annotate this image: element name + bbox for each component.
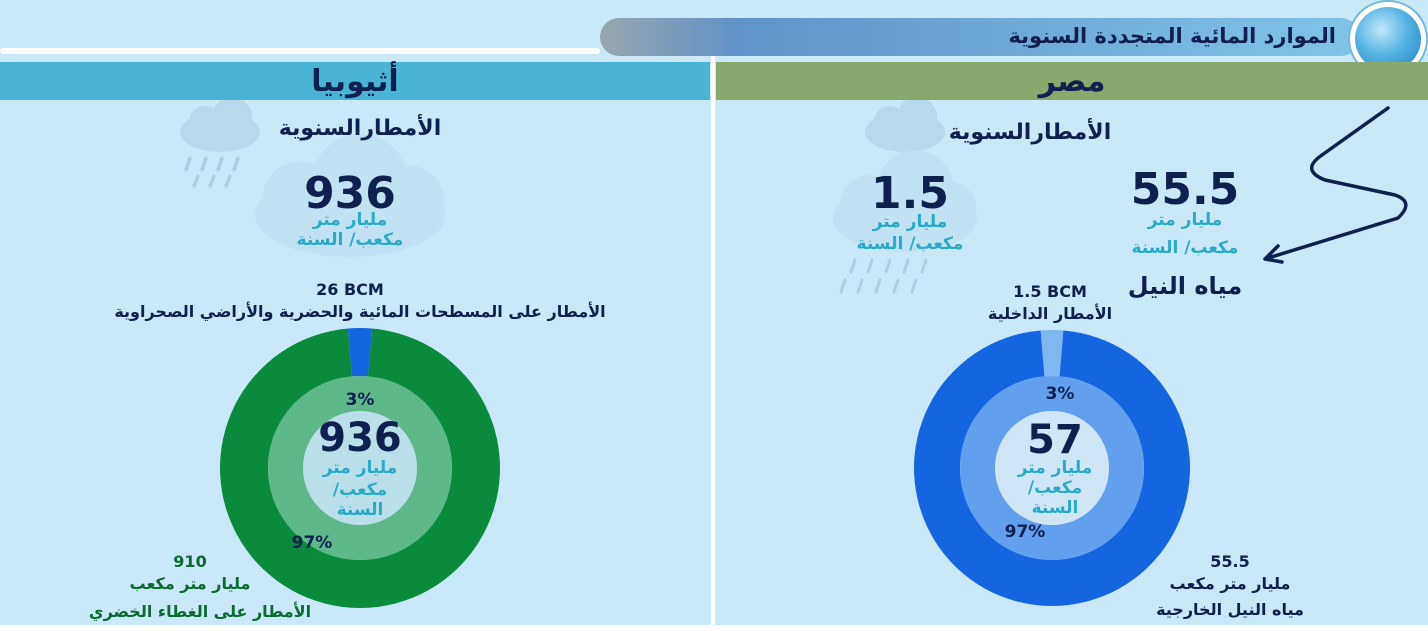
ethiopia-small-label: الأمطار على المسطحات المائية والحضرية وا… (114, 302, 606, 321)
egypt-slice-large (913, 330, 1190, 606)
egypt-center-unit2: مكعب/ (1027, 478, 1083, 498)
ethiopia-country-label: أثيوبيا (311, 63, 399, 99)
ethiopia-annual-rain-value: 936 (304, 168, 396, 219)
title-bar (600, 18, 1360, 56)
ethiopia-unit-line1: مليار متر (312, 210, 388, 230)
ethiopia-core (302, 410, 418, 526)
cloud-rain-icon (180, 100, 260, 188)
egypt-center-unit3: السنة (1031, 498, 1079, 518)
cloud-rain-icon (833, 150, 977, 294)
egypt-rain-unit1: مليار متر (872, 212, 948, 232)
cloud-rain-icon (865, 100, 945, 152)
panel-divider (711, 56, 715, 631)
cloud-icon (255, 134, 445, 257)
footer-rule (0, 625, 1428, 631)
ethiopia-center-value: 936 (318, 415, 402, 461)
egypt-rain-unit2: مكعب/ السنة (856, 234, 964, 254)
page-title: الموارد المائية المتجددة السنوية (1008, 24, 1336, 48)
egypt-small-pct: 3% (1045, 384, 1075, 404)
ethiopia-slice-small (347, 328, 373, 377)
egypt-nile-label: مياه النيل (1127, 272, 1243, 300)
egypt-large-value: 55.5 (1210, 552, 1250, 571)
egypt-country-label: مصر (1038, 63, 1106, 99)
egypt-center-value: 57 (1027, 417, 1083, 463)
egypt-core (994, 410, 1110, 526)
header-rule (0, 48, 600, 54)
ethiopia-large-unit: مليار متر مكعب (129, 574, 251, 593)
ethiopia-large-label: الأمطار على الغطاء الخضري (88, 602, 312, 621)
ethiopia-large-pct: 97% (291, 533, 333, 553)
egypt-slice-small (1040, 330, 1064, 377)
egypt-nile-unit1: مليار متر (1147, 210, 1223, 230)
egypt-nile-unit2: مكعب/ السنة (1131, 238, 1239, 258)
egypt-center-unit1: مليار متر (1017, 458, 1093, 478)
egypt-small-label: الأمطار الداخلية (987, 304, 1113, 323)
egypt-rain-value: 1.5 (871, 168, 949, 219)
ethiopia-small-pct: 3% (345, 390, 375, 410)
ethiopia-center-unit2: مكعب/ (332, 480, 388, 500)
nile-river-icon (1263, 106, 1408, 264)
ethiopia-annual-rain-label: الأمطارالسنوية (278, 116, 442, 141)
egypt-annual-rain-label: الأمطارالسنوية (948, 120, 1112, 145)
ethiopia-center-unit1: مليار متر (322, 458, 398, 478)
decor-layer (180, 100, 1408, 294)
egypt-large-pct: 97% (1004, 522, 1046, 542)
donut-charts (220, 328, 1190, 608)
egypt-donut (913, 330, 1190, 606)
ethiopia-large-value: 910 (173, 552, 207, 571)
egypt-large-unit: مليار متر مكعب (1169, 574, 1291, 593)
ethiopia-slice-large (220, 328, 500, 608)
egypt-header: مصر (716, 62, 1428, 100)
ethiopia-donut (220, 328, 500, 608)
egypt-nile-value: 55.5 (1130, 164, 1240, 215)
ethiopia-center-unit3: السنة (336, 500, 384, 520)
ethiopia-header: أثيوبيا (0, 62, 710, 100)
egypt-large-label: مياه النيل الخارجية (1156, 600, 1304, 619)
ethiopia-small-bcm: 26 BCM (316, 280, 384, 299)
ethiopia-unit-line2: مكعب/ السنة (296, 230, 404, 250)
egypt-small-bcm: 1.5 BCM (1013, 282, 1087, 301)
